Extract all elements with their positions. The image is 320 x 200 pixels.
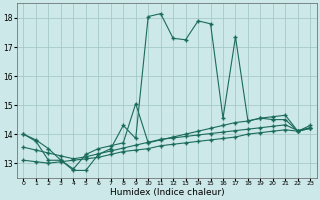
X-axis label: Humidex (Indice chaleur): Humidex (Indice chaleur) xyxy=(109,188,224,197)
